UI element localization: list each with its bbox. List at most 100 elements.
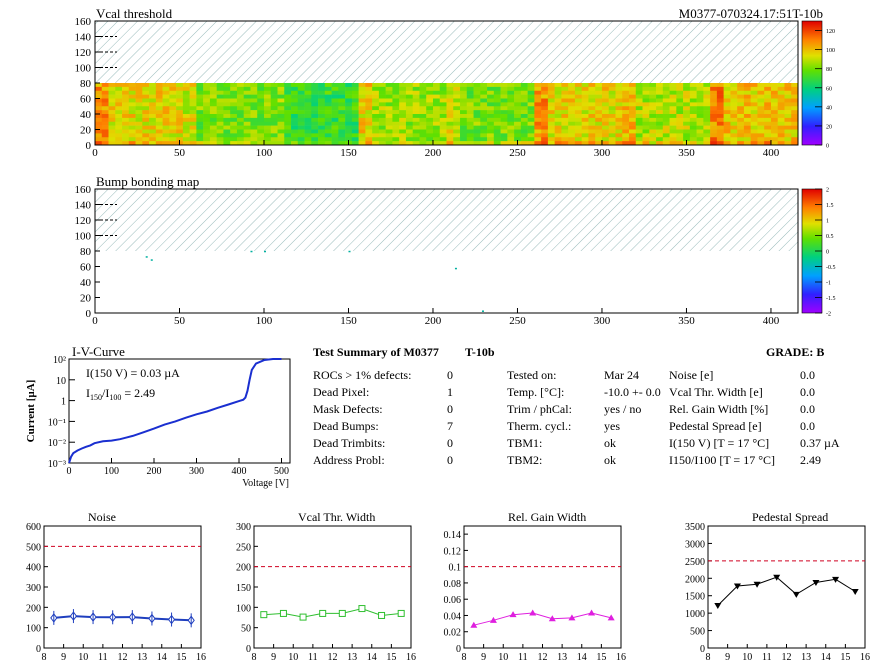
threshold-pixel bbox=[757, 114, 765, 119]
threshold-pixel bbox=[250, 125, 258, 130]
threshold-pixel bbox=[405, 117, 413, 123]
threshold-pixel bbox=[257, 133, 265, 138]
threshold-pixel bbox=[270, 133, 278, 138]
performance-value: 2.49 bbox=[800, 453, 821, 467]
threshold-pixel bbox=[95, 121, 103, 126]
threshold-pixel bbox=[291, 141, 299, 146]
threshold-pixel bbox=[737, 141, 745, 146]
threshold-pixel bbox=[629, 83, 637, 88]
threshold-pixel bbox=[162, 133, 170, 138]
threshold-pixel bbox=[588, 90, 596, 95]
threshold-pixel bbox=[608, 94, 616, 99]
threshold-pixel bbox=[182, 90, 190, 95]
threshold-pixel bbox=[757, 86, 765, 92]
threshold-pixel bbox=[263, 129, 272, 134]
threshold-pixel bbox=[155, 102, 163, 107]
threshold-pixel bbox=[446, 86, 454, 92]
threshold-pixel bbox=[453, 133, 461, 138]
data-point bbox=[607, 614, 615, 621]
threshold-pixel bbox=[304, 114, 312, 119]
threshold-pixel bbox=[169, 94, 177, 99]
threshold-pixel bbox=[662, 137, 670, 142]
threshold-pixel bbox=[196, 98, 204, 103]
threshold-pixel bbox=[182, 94, 190, 99]
threshold-pixel bbox=[108, 137, 116, 142]
threshold-pixel bbox=[95, 90, 103, 95]
threshold-pixel bbox=[554, 117, 562, 123]
threshold-pixel bbox=[182, 102, 190, 107]
dead-bump-point bbox=[348, 250, 351, 253]
threshold-pixel bbox=[561, 106, 569, 111]
threshold-pixel bbox=[135, 86, 143, 92]
threshold-pixel bbox=[311, 129, 319, 134]
threshold-pixel bbox=[216, 117, 224, 123]
plot-frame bbox=[463, 525, 622, 649]
threshold-pixel bbox=[209, 90, 217, 95]
threshold-pixel bbox=[588, 125, 596, 130]
threshold-pixel bbox=[507, 98, 515, 103]
threshold-pixel bbox=[257, 129, 265, 134]
threshold-pixel bbox=[122, 94, 130, 99]
threshold-pixel bbox=[115, 114, 123, 119]
colorbar-tick-label: 40 bbox=[826, 105, 832, 111]
threshold-pixel bbox=[791, 125, 799, 130]
threshold-pixel bbox=[385, 117, 393, 123]
threshold-pixel bbox=[115, 121, 123, 126]
data-point bbox=[358, 605, 366, 613]
threshold-pixel bbox=[595, 141, 603, 146]
threshold-pixel bbox=[149, 98, 157, 103]
threshold-pixel bbox=[635, 125, 643, 130]
threshold-pixel bbox=[358, 137, 366, 142]
threshold-pixel bbox=[642, 141, 650, 146]
threshold-pixel bbox=[135, 114, 143, 119]
threshold-pixel bbox=[392, 129, 400, 134]
threshold-pixel bbox=[176, 98, 184, 103]
threshold-pixel bbox=[101, 125, 109, 130]
threshold-pixel bbox=[101, 94, 109, 99]
colorbar-tick-label: 60 bbox=[826, 86, 832, 92]
threshold-pixel bbox=[311, 98, 319, 103]
threshold-pixel bbox=[291, 133, 299, 138]
threshold-pixel bbox=[439, 125, 447, 130]
x-tick-label: 11 bbox=[308, 652, 318, 663]
y-tick-label: 2000 bbox=[685, 574, 705, 585]
threshold-pixel bbox=[230, 90, 238, 95]
threshold-pixel bbox=[487, 83, 495, 88]
y-tick-label: 1500 bbox=[685, 592, 705, 603]
threshold-pixel bbox=[432, 86, 441, 92]
threshold-pixel bbox=[547, 110, 555, 115]
threshold-pixel bbox=[676, 129, 684, 134]
threshold-pixel bbox=[331, 133, 339, 138]
threshold-pixel bbox=[230, 110, 238, 115]
threshold-pixel bbox=[284, 90, 292, 95]
x-tick-label: 14 bbox=[577, 652, 587, 663]
bump-bonding-map: Bump bonding map 0 50 100 150 200 250 300 350 40… bbox=[75, 174, 836, 327]
threshold-pixel bbox=[372, 102, 380, 107]
threshold-pixel bbox=[703, 129, 711, 134]
x-tick-label: 200 bbox=[425, 147, 442, 159]
threshold-pixel bbox=[236, 86, 245, 92]
summary-row-value: 7 bbox=[447, 419, 453, 433]
threshold-pixel bbox=[358, 125, 366, 130]
threshold-pixel bbox=[689, 106, 697, 111]
threshold-pixel bbox=[331, 110, 339, 115]
threshold-pixel bbox=[196, 137, 204, 142]
threshold-pixel bbox=[770, 121, 779, 126]
threshold-pixel bbox=[372, 117, 380, 123]
threshold-pixel bbox=[669, 83, 677, 88]
threshold-pixel bbox=[703, 90, 711, 95]
threshold-pixel bbox=[527, 141, 535, 146]
threshold-pixel bbox=[304, 83, 312, 88]
threshold-pixel bbox=[656, 133, 664, 138]
condition-label: Trim / phCal: bbox=[507, 402, 572, 416]
threshold-pixel bbox=[453, 90, 461, 95]
threshold-pixel bbox=[588, 121, 596, 126]
threshold-pixel bbox=[547, 141, 555, 146]
threshold-pixel bbox=[284, 129, 292, 134]
threshold-pixel bbox=[750, 106, 758, 111]
threshold-pixel bbox=[250, 90, 258, 95]
threshold-pixel bbox=[750, 86, 758, 92]
threshold-pixel bbox=[770, 90, 779, 95]
threshold-pixel bbox=[595, 121, 603, 126]
threshold-pixel bbox=[541, 125, 549, 130]
